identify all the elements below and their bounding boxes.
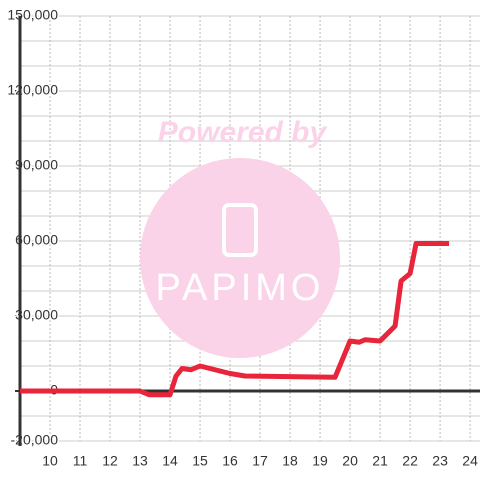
x-tick-label: 11 — [73, 453, 88, 469]
x-tick-label: 22 — [402, 453, 418, 469]
x-tick-label: 12 — [102, 453, 118, 469]
x-tick-label: 20 — [342, 453, 358, 469]
x-tick-label: 24 — [462, 453, 478, 469]
y-tick-label: 90,000 — [15, 157, 58, 173]
x-tick-label: 14 — [162, 453, 178, 469]
y-tick-label: 60,000 — [15, 232, 58, 248]
x-tick-label: 19 — [312, 453, 328, 469]
x-tick-label: 15 — [192, 453, 208, 469]
x-tick-label: 13 — [132, 453, 148, 469]
y-tick-label: -20,000 — [11, 432, 59, 448]
line — [20, 241, 450, 398]
x-tick-label: 16 — [222, 453, 238, 469]
x-tick-label: 23 — [432, 453, 448, 469]
y-tick-label: 30,000 — [15, 307, 58, 323]
watermark-logo: PAPIMO — [156, 267, 325, 309]
x-tick-label: 21 — [372, 453, 388, 469]
y-tick-label: 120,000 — [7, 82, 58, 98]
watermark-text: Powered by — [158, 116, 328, 149]
x-tick-label: 10 — [42, 453, 58, 469]
watermark-circle — [140, 158, 340, 358]
watermark-icon — [222, 203, 258, 257]
x-tick-label: 18 — [282, 453, 298, 469]
y-tick-label: 150,000 — [7, 7, 58, 23]
x-tick-label: 17 — [252, 453, 268, 469]
watermark: Powered by PAPIMO — [140, 116, 340, 358]
